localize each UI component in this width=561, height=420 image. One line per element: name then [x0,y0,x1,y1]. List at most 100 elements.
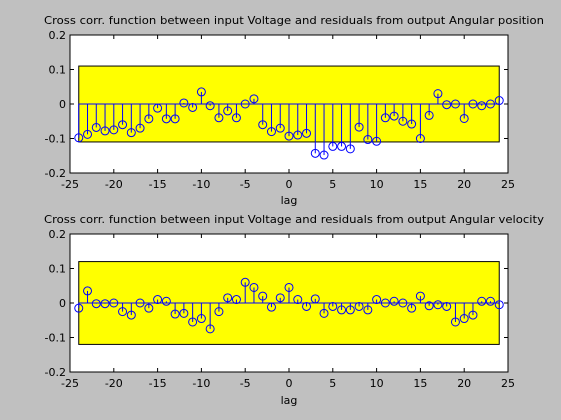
data-point [398,116,408,126]
y-tick-label: 0.1 [49,64,67,77]
data-point [415,291,425,301]
data-point [214,307,224,317]
data-point [372,295,382,305]
x-tick-label: 15 [413,377,427,390]
data-point [442,100,452,110]
x-tick-label: 15 [413,178,427,191]
data-point [266,302,276,312]
data-point [275,293,285,303]
data-point [485,99,495,109]
x-tick-label: -25 [61,178,79,191]
y-tick-label: -0.1 [45,332,66,345]
data-point [196,314,206,324]
data-point [266,127,276,137]
x-axis-label: lag [281,394,298,407]
x-tick-label: 0 [286,178,293,191]
data-point [179,308,189,318]
data-point [196,87,206,97]
x-tick-label: 10 [370,178,384,191]
data-point [118,307,128,317]
data-point [214,113,224,123]
data-point [205,324,215,334]
x-tick-label: -15 [149,377,167,390]
data-point [389,296,399,306]
y-tick-label: 0.2 [49,228,67,241]
data-point [477,296,487,306]
chart-title: Cross corr. function between input Volta… [44,213,545,226]
data-point [249,282,259,292]
x-tick-label: -5 [240,178,251,191]
data-point [319,150,329,160]
data-point [205,101,215,111]
data-point [144,303,154,313]
data-point [477,101,487,111]
data-point [398,298,408,308]
data-point [91,299,101,309]
data-point [258,291,268,301]
data-point [153,103,163,113]
data-point [459,113,469,123]
x-tick-label: 20 [457,377,471,390]
data-point [83,129,93,139]
data-point [240,99,250,109]
data-point [293,130,303,140]
data-point [231,113,241,123]
plot-angular-position: -25 -20 -15 -10 -5 0 5 10 15 20 25 0.2 0.1 0 -0.1 -0.2 C… [44,14,544,207]
data-point [328,301,338,311]
x-tick-label: -20 [105,377,123,390]
x-tick-label: 25 [501,178,515,191]
data-point [433,89,443,99]
y-tick-label: -0.2 [45,366,66,379]
y-tick-label: 0 [59,297,66,310]
data-point [468,310,478,320]
data-point [468,99,478,109]
data-point [337,305,347,315]
data-point [109,298,119,308]
data-point [345,144,355,154]
data-point [249,94,259,104]
data-point [442,301,452,311]
x-tick-label: -20 [105,178,123,191]
data-point [302,301,312,311]
data-point [135,123,145,133]
x-tick-label: -10 [192,178,210,191]
x-tick-label: 25 [501,377,515,390]
data-point [223,106,233,116]
data-point [109,125,119,135]
x-tick-label: 5 [329,178,336,191]
data-point [126,128,136,138]
data-point [135,298,145,308]
data-point [450,99,460,109]
y-tick-label: 0 [59,98,66,111]
data-point [179,98,189,108]
data-point [240,277,250,287]
data-point [100,299,110,309]
data-point [284,282,294,292]
data-point [153,295,163,305]
data-point [170,114,180,124]
data-point [415,134,425,143]
data-point [424,301,434,311]
data-point [407,303,417,313]
data-point [494,300,504,310]
x-axis-label: lag [281,194,298,207]
data-point [91,122,101,132]
data-point [275,123,285,133]
data-point [293,295,303,305]
data-point [144,114,154,124]
data-point [161,296,171,306]
data-point [372,136,382,146]
data-point [74,133,84,143]
data-point [126,310,136,320]
data-point [389,111,399,121]
data-point [310,294,320,304]
data-point [83,286,93,296]
data-point [363,135,373,145]
data-point [310,148,320,158]
data-point [100,126,110,136]
data-point [231,295,241,305]
x-tick-label: -10 [192,377,210,390]
data-point [459,314,469,324]
data-point [407,119,417,129]
data-point [354,122,364,132]
